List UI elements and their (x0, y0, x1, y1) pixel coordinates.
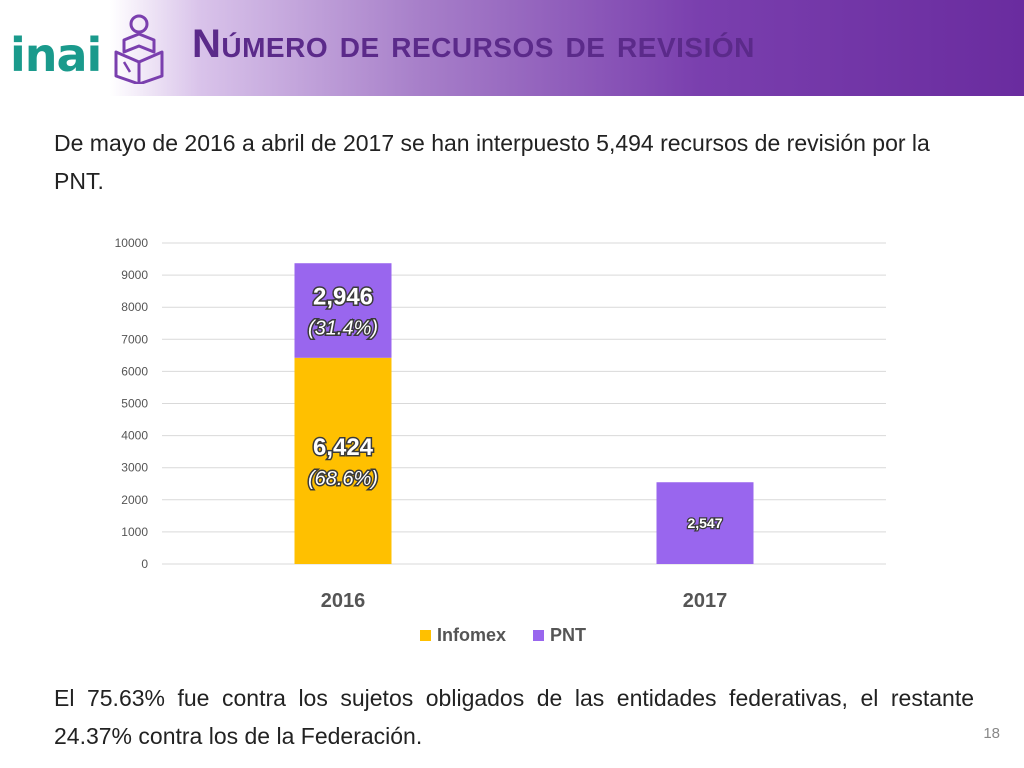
bars (294, 263, 754, 564)
y-tick-label: 1000 (121, 525, 148, 539)
x-tick-label: 2016 (321, 590, 366, 612)
y-tick-label: 6000 (121, 364, 148, 378)
y-tick-label: 0 (141, 557, 148, 571)
data-sublabel: (68.6%) (308, 468, 378, 490)
legend: Infomex PNT (420, 625, 586, 645)
page-number: 18 (983, 725, 1000, 742)
data-label: 6,424 (313, 434, 374, 461)
y-tick-label: 8000 (121, 300, 148, 314)
footer-paragraph: El 75.63% fue contra los sujetos obligad… (54, 685, 974, 749)
intro-paragraph: De mayo de 2016 a abril de 2017 se han i… (54, 130, 930, 194)
y-tick-label: 2000 (121, 493, 148, 507)
inai-logo: inai (10, 10, 170, 90)
data-label: 2,946 (313, 284, 373, 311)
slide-title: Número de recursos de revisión (192, 22, 755, 66)
x-tick-label: 2017 (683, 590, 728, 612)
slide-header: inai Número de recursos de revisión (0, 0, 1024, 96)
y-tick-label: 9000 (121, 268, 148, 282)
grid-lines (162, 242, 886, 565)
logo-text: inai (10, 28, 102, 82)
y-tick-label: 3000 (121, 461, 148, 475)
x-axis-ticks: 2016 2017 (321, 590, 728, 612)
y-axis-ticks: 0 1000 2000 3000 4000 5000 6000 7000 8000 9000 100… (115, 236, 149, 571)
legend-swatch-infomex (420, 630, 431, 641)
legend-label-infomex: Infomex (437, 625, 506, 645)
y-tick-label: 7000 (121, 332, 148, 346)
bar-infomex-2016 (294, 357, 392, 564)
bar-pnt-2016 (294, 263, 392, 358)
legend-label-pnt: PNT (550, 625, 586, 645)
data-sublabel: (31.4%) (308, 318, 378, 340)
y-tick-label: 4000 (121, 429, 148, 443)
y-tick-label: 10000 (115, 236, 149, 250)
book-person-icon (114, 14, 164, 84)
bar-pnt-2017 (656, 482, 754, 564)
legend-swatch-pnt (533, 630, 544, 641)
y-tick-label: 5000 (121, 397, 148, 411)
data-labels: 6,424 (68.6%) 2,946 (31.4%) 2,547 (306, 282, 723, 532)
data-label: 2,547 (687, 515, 722, 531)
